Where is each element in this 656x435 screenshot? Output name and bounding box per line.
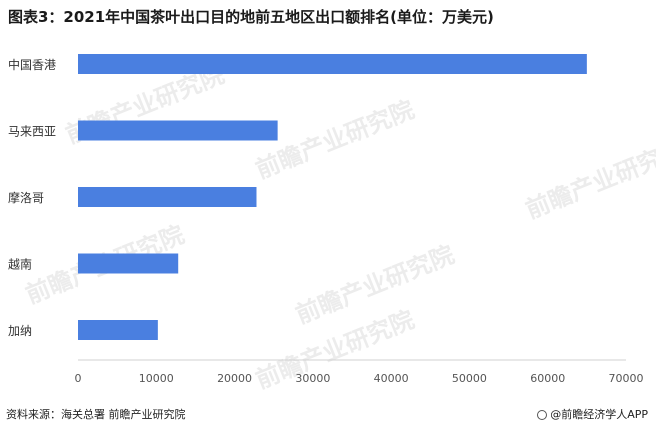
category-label: 马来西亚 [8,125,56,139]
source-note: 资料来源：海关总署 前瞻产业研究院 [6,408,186,421]
brand-label: @前瞻经济学人APP [537,406,648,422]
x-tick-label: 30000 [295,372,330,385]
bar [78,120,278,141]
bar [78,320,158,340]
category-label: 越南 [8,257,32,272]
x-tick-label: 40000 [374,372,409,385]
brand-logo-icon [537,410,548,420]
category-label: 中国香港 [8,57,56,72]
x-tick-label: 10000 [139,372,174,385]
x-tick-label: 50000 [452,372,487,385]
x-tick-label: 20000 [217,372,252,385]
brand-text: @前瞻经济学人APP [550,408,648,421]
bar [78,187,257,207]
category-label: 摩洛哥 [8,190,44,205]
x-tick-label: 0 [75,372,82,385]
category-label: 加纳 [8,324,32,338]
x-tick-label: 70000 [609,372,644,385]
bar [78,54,587,74]
bar-chart: 0 10000 20000 30000 40000 50000 60000 70000 中国香港… [8,54,644,385]
chart-title: 图表3：2021年中国茶叶出口目的地前五地区出口额排名(单位：万美元) [8,8,494,26]
bar [78,253,179,274]
x-tick-label: 60000 [530,372,565,385]
